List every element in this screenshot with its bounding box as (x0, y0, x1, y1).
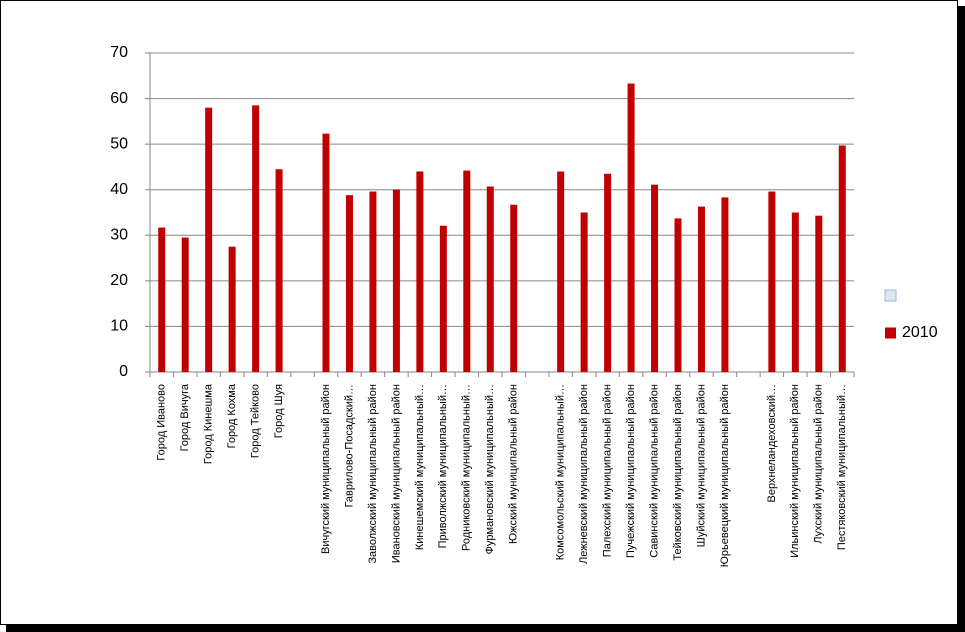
x-tick-label: Вичугский муниципальный район (320, 384, 332, 554)
x-tick-label: Пучежский муниципальный район (625, 384, 637, 558)
x-tick-label: Фурмановский муниципальный… (484, 384, 496, 554)
bar (322, 133, 330, 372)
x-tick-label: Савинский муниципальный район (648, 384, 660, 558)
x-tick-label: Город Кохма (226, 383, 238, 448)
bar (416, 171, 424, 372)
bar (252, 105, 260, 373)
x-tick-label: Город Вичуга (179, 383, 191, 451)
x-tick-label: Приволжский муниципальный… (437, 384, 449, 548)
y-tick-label: 40 (110, 181, 128, 198)
x-tick-label: Город Кинешма (203, 383, 215, 464)
x-tick-label: Палехский муниципальный район (602, 384, 614, 557)
x-tick-label: Заволжский муниципальный район (367, 384, 379, 564)
legend-swatch (885, 327, 896, 339)
x-tick-label: Родниковский муниципальный… (461, 384, 473, 551)
x-tick-label: Кинешемский муниципальный… (414, 384, 426, 550)
y-tick-label: 20 (110, 272, 128, 289)
bar (838, 145, 846, 372)
legend-label: 2010 (902, 324, 938, 341)
y-tick-label: 30 (110, 227, 128, 244)
x-tick-label: Лухский муниципальный район (813, 384, 825, 544)
bar (486, 186, 494, 372)
bar (674, 218, 682, 372)
bar (205, 107, 213, 372)
x-tick-label: Юрьевецкий муниципальный район (719, 384, 731, 567)
x-tick-label: Ивановский муниципальный район (390, 384, 402, 563)
bar (345, 195, 353, 372)
y-tick-label: 50 (110, 135, 128, 152)
frame-shadow (958, 6, 965, 632)
x-tick-label: Город Шуя (273, 384, 285, 438)
x-tick-label: Город Тейково (250, 384, 262, 458)
bar (815, 215, 823, 372)
frame-shadow (6, 625, 965, 632)
legend-swatch (884, 289, 897, 302)
bar (181, 237, 189, 372)
bar (392, 189, 400, 372)
y-tick-label: 60 (110, 90, 128, 107)
bar (228, 246, 236, 372)
x-tick-label: Лежневский муниципальный район (578, 384, 590, 564)
x-tick-label: Гаврилово-Посадский… (343, 384, 355, 507)
bar (275, 169, 283, 372)
bar (158, 227, 166, 372)
y-tick-label: 10 (110, 318, 128, 335)
bar (369, 191, 377, 372)
bar (463, 170, 471, 372)
bar (510, 204, 518, 372)
x-tick-label: Ильинский муниципальный район (789, 384, 801, 558)
bar (604, 173, 612, 372)
x-tick-label: Тейковский муниципальный район (672, 384, 684, 561)
x-tick-label: Комсомольский муниципальный… (555, 384, 567, 560)
y-tick-label: 0 (119, 363, 128, 380)
x-tick-label: Шуйский муниципальный район (695, 384, 707, 547)
bar (580, 212, 588, 372)
bar (557, 171, 565, 372)
bar (439, 225, 447, 372)
bar (651, 184, 659, 372)
x-tick-label: Город Иваново (156, 384, 168, 461)
bar (791, 212, 799, 372)
x-tick-label: Южский муниципальный район (508, 384, 520, 544)
bar (697, 206, 705, 372)
bar (768, 191, 776, 372)
y-tick-label: 70 (110, 44, 128, 61)
x-tick-label: Пестяковский муниципальный… (836, 384, 848, 550)
x-tick-label: Верхнеландеховский… (766, 384, 778, 503)
bar (627, 83, 635, 372)
bar (721, 197, 729, 372)
